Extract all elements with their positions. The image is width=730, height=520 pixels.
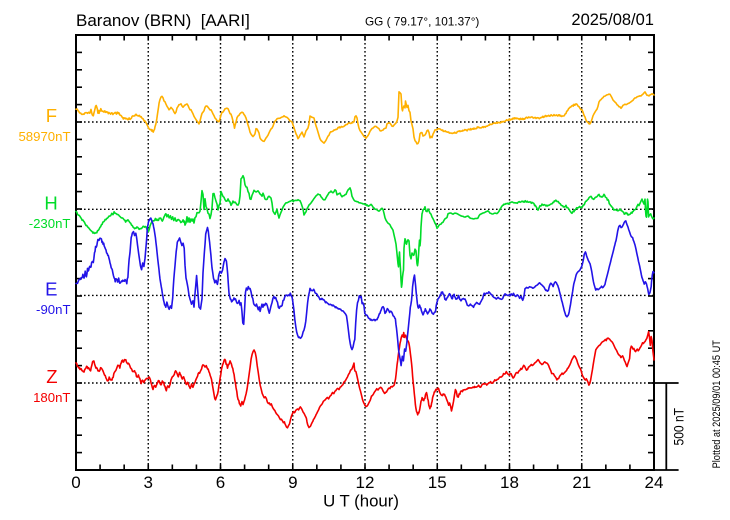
svg-text:F: F xyxy=(46,105,57,126)
svg-text:500 nT: 500 nT xyxy=(672,408,687,446)
svg-text:6: 6 xyxy=(216,473,225,492)
svg-text:E: E xyxy=(45,278,57,299)
svg-text:0: 0 xyxy=(71,473,80,492)
svg-text:2025/08/01: 2025/08/01 xyxy=(571,11,654,29)
svg-text:Baranov (BRN) [AARI]: Baranov (BRN) [AARI] xyxy=(76,11,250,30)
svg-text:U T (hour): U T (hour) xyxy=(323,492,399,511)
svg-text:12: 12 xyxy=(356,473,375,492)
svg-text:24: 24 xyxy=(645,473,664,492)
svg-text:-90nT: -90nT xyxy=(36,302,70,317)
svg-text:58970nT: 58970nT xyxy=(18,129,70,144)
svg-text:Z: Z xyxy=(46,366,57,387)
svg-text:-230nT: -230nT xyxy=(29,216,71,231)
svg-text:15: 15 xyxy=(428,473,447,492)
svg-text:9: 9 xyxy=(288,473,297,492)
svg-text:3: 3 xyxy=(143,473,152,492)
svg-text:21: 21 xyxy=(572,473,591,492)
svg-text:180nT: 180nT xyxy=(33,390,70,405)
svg-text:Plotted at 2025/09/01 00:45 UT: Plotted at 2025/09/01 00:45 UT xyxy=(711,340,723,468)
svg-text:H: H xyxy=(44,192,57,213)
svg-text:GG ( 79.17°, 101.37°): GG ( 79.17°, 101.37°) xyxy=(365,15,479,29)
svg-text:18: 18 xyxy=(500,473,519,492)
